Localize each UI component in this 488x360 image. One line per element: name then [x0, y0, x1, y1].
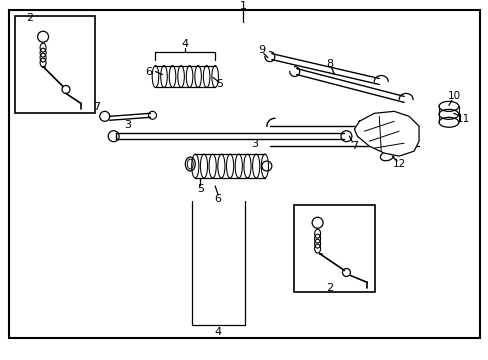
Text: 7: 7: [93, 102, 100, 112]
Text: 8: 8: [325, 59, 332, 69]
Text: 5: 5: [196, 184, 203, 194]
Text: 6: 6: [145, 67, 152, 77]
Polygon shape: [354, 111, 418, 156]
Text: 2: 2: [26, 13, 34, 23]
Text: 2: 2: [325, 283, 332, 293]
Text: 10: 10: [447, 91, 461, 102]
Text: 3: 3: [124, 120, 131, 130]
Text: 9: 9: [258, 45, 265, 55]
Bar: [15, 16, 95, 113]
Text: 4: 4: [182, 39, 188, 49]
Bar: [293, 205, 374, 292]
Text: 12: 12: [392, 159, 405, 169]
Text: 1: 1: [239, 1, 246, 11]
Text: 11: 11: [456, 114, 469, 124]
Text: 7: 7: [350, 141, 357, 151]
Text: 5: 5: [216, 80, 223, 90]
Text: 4: 4: [214, 327, 221, 337]
Text: 3: 3: [251, 139, 258, 149]
Text: 6: 6: [214, 194, 221, 204]
